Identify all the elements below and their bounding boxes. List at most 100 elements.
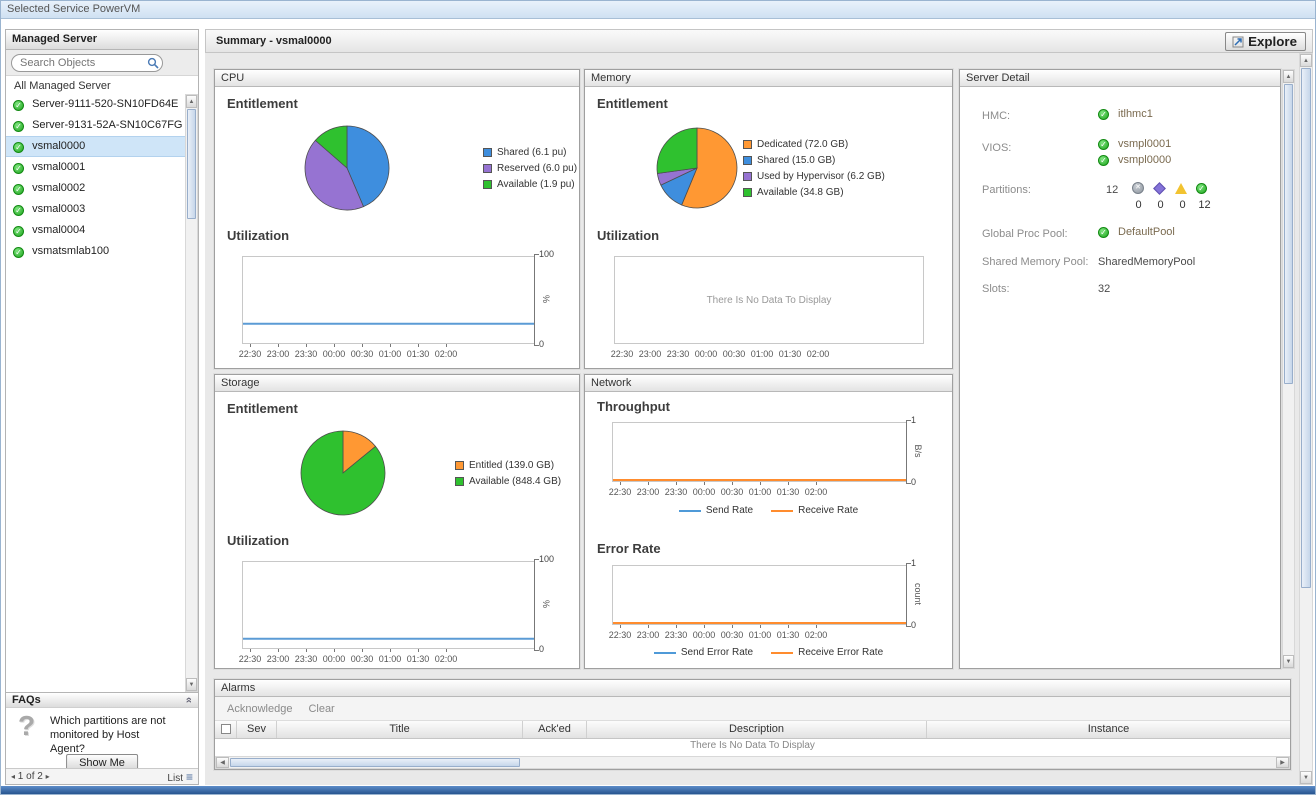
status-ok-icon: ✓ <box>13 247 24 258</box>
alarms-empty-message: There Is No Data To Display <box>690 740 815 751</box>
server-list-scrollbar[interactable]: ▲ ▼ <box>185 94 198 692</box>
linelegend-line <box>678 509 701 512</box>
server-detail-scrollbar[interactable]: ▲ ▼ <box>1282 69 1295 669</box>
y-unit: count <box>913 582 923 606</box>
sidebar-item-server[interactable]: ✓ vsmal0002 <box>6 178 198 199</box>
legend-text: Available (1.9 pu) <box>497 178 575 190</box>
global-proc-pool-name[interactable]: DefaultPool <box>1118 226 1175 238</box>
sidebar-item-server[interactable]: ✓ Server-9131-52A-SN10C67FG <box>6 115 198 136</box>
x-label: 01:30 <box>406 349 430 359</box>
x-label: 00:30 <box>720 630 744 640</box>
col-acked[interactable]: Ack'ed <box>523 721 587 738</box>
linelegend-text: Receive Rate <box>798 505 859 516</box>
search-icon[interactable] <box>147 57 159 69</box>
sidebar-item-server-selected[interactable]: ✓ vsmal0000 <box>6 136 198 157</box>
sidebar-item-server[interactable]: ✓ Server-9111-520-SN10FD64E <box>6 94 198 115</box>
alarms-panel: Alarms Acknowledge Clear Sev Title Ack'e… <box>214 679 1291 770</box>
sidebar-item-server[interactable]: ✓ vsmal0003 <box>6 199 198 220</box>
search-row <box>6 50 198 76</box>
network-panel-title: Network <box>591 377 632 389</box>
x-label: 01:00 <box>750 349 774 359</box>
explore-button[interactable]: Explore <box>1225 32 1306 51</box>
scrollbar-thumb[interactable] <box>230 758 520 767</box>
scroll-up-button[interactable]: ▲ <box>1283 70 1294 83</box>
network-throughput-chart: 1 0 B/s 22:30 23:00 23:30 00:00 00:30 01:00 01:30… <box>609 415 923 497</box>
server-label: Server-9111-520-SN10FD64E <box>32 98 179 110</box>
x-label: 01:00 <box>378 654 402 664</box>
pagination: ◂ 1 of 2 ▸ <box>11 771 50 782</box>
server-detail-panel-title: Server Detail <box>966 72 1030 84</box>
global-proc-pool-value[interactable]: ✓ DefaultPool <box>1098 226 1175 238</box>
network-panel: Network Throughput 1 0 B/s 22:30 23:00 23:30 0… <box>584 374 953 669</box>
hmc-value[interactable]: ✓ itlhmc1 <box>1098 108 1153 120</box>
linelegend-line <box>771 651 794 654</box>
x-label: 23:00 <box>636 487 660 497</box>
main-scrollbar[interactable]: ▲ ▼ <box>1299 53 1313 785</box>
legend-swatch <box>455 460 464 470</box>
scroll-down-button[interactable]: ▼ <box>1283 655 1294 668</box>
scroll-left-button[interactable]: ◀ <box>216 757 229 768</box>
prev-page-icon[interactable]: ◂ <box>11 772 16 781</box>
legend-item: Used by Hypervisor (6.2 GB) <box>743 168 885 184</box>
memory-panel: Memory Entitlement Dedicated (72.0 GB) Sh… <box>584 69 953 369</box>
x-label: 02:00 <box>434 654 458 664</box>
y-unit: % <box>541 294 551 303</box>
scroll-down-button[interactable]: ▼ <box>1300 771 1312 784</box>
scrollbar-thumb[interactable] <box>187 109 196 219</box>
vios-name-2[interactable]: vsmpl0000 <box>1118 154 1172 166</box>
y-tick <box>535 559 539 560</box>
vios-name-1[interactable]: vsmpl0001 <box>1118 138 1172 150</box>
service-title: Selected Service PowerVM <box>7 3 141 15</box>
memory-utilization-chart: There Is No Data To Display 22:30 23:00 23:… <box>611 256 924 359</box>
vios-value-1[interactable]: ✓ vsmpl0001 <box>1098 138 1171 150</box>
vios-value-2[interactable]: ✓ vsmpl0000 <box>1098 154 1171 166</box>
search-input[interactable] <box>11 54 163 72</box>
col-sev[interactable]: Sev <box>237 721 277 738</box>
status-ok-icon: ✓ <box>13 121 24 132</box>
legend-text: Dedicated (72.0 GB) <box>757 138 849 150</box>
scroll-right-button[interactable]: ▶ <box>1276 757 1289 768</box>
col-title[interactable]: Title <box>277 721 523 738</box>
alarms-horizontal-scrollbar[interactable]: ◀ ▶ <box>215 756 1290 769</box>
sidebar-item-server[interactable]: ✓ vsmal0001 <box>6 157 198 178</box>
hmc-name[interactable]: itlhmc1 <box>1118 108 1153 120</box>
x-label: 22:30 <box>238 654 262 664</box>
service-titlebar: Selected Service PowerVM <box>1 1 1315 19</box>
x-tick <box>250 344 251 347</box>
network-error-rate-chart: 1 0 count 22:30 23:00 23:30 00:00 00:30 01:00 01:… <box>609 558 923 640</box>
acknowledge-button[interactable]: Acknowledge <box>227 702 293 715</box>
status-unknown-icon: ✕ <box>1132 182 1144 194</box>
x-label: 23:00 <box>266 349 290 359</box>
network-error-rate-legend: Send Error Rate Receive Error Rate <box>585 647 952 658</box>
faqs-header-label: FAQs <box>12 694 41 706</box>
legend-text: Shared (15.0 GB) <box>757 154 836 166</box>
sidebar-item-server[interactable]: ✓ vsmatsmlab100 <box>6 241 198 262</box>
x-label: 01:30 <box>406 654 430 664</box>
x-tick <box>704 625 705 628</box>
scroll-up-button[interactable]: ▲ <box>1300 54 1312 67</box>
sidebar-item-server[interactable]: ✓ vsmal0004 <box>6 220 198 241</box>
scrollbar-thumb[interactable] <box>1284 84 1293 384</box>
scroll-up-button[interactable]: ▲ <box>186 95 197 108</box>
y-label: 0 <box>539 339 545 349</box>
next-page-icon[interactable]: ▸ <box>45 772 50 781</box>
legend-text: Used by Hypervisor (6.2 GB) <box>757 170 885 182</box>
x-label: 23:30 <box>664 630 688 640</box>
x-tick <box>334 344 335 347</box>
x-label: 22:30 <box>608 630 632 640</box>
scroll-down-button[interactable]: ▼ <box>186 678 197 691</box>
faqs-collapse-icon[interactable]: » <box>182 696 195 704</box>
select-all-checkbox[interactable] <box>220 724 231 735</box>
faqs-header[interactable]: FAQs » <box>6 692 198 708</box>
list-toggle[interactable]: List ≡ <box>167 770 193 784</box>
clear-button[interactable]: Clear <box>308 702 335 715</box>
col-description[interactable]: Description <box>587 721 927 738</box>
server-list: ✓ Server-9111-520-SN10FD64E ✓ Server-913… <box>6 94 198 692</box>
window-bottom-band <box>1 786 1315 794</box>
scrollbar-thumb[interactable] <box>1301 68 1311 588</box>
col-instance[interactable]: Instance <box>1087 723 1130 735</box>
x-tick <box>788 482 789 485</box>
storage-utilization-chart: 100 0% 22:30 23:00 23:30 00:00 00:30 01:00 01:30… <box>239 554 554 664</box>
legend-item: Shared (15.0 GB) <box>743 152 885 168</box>
